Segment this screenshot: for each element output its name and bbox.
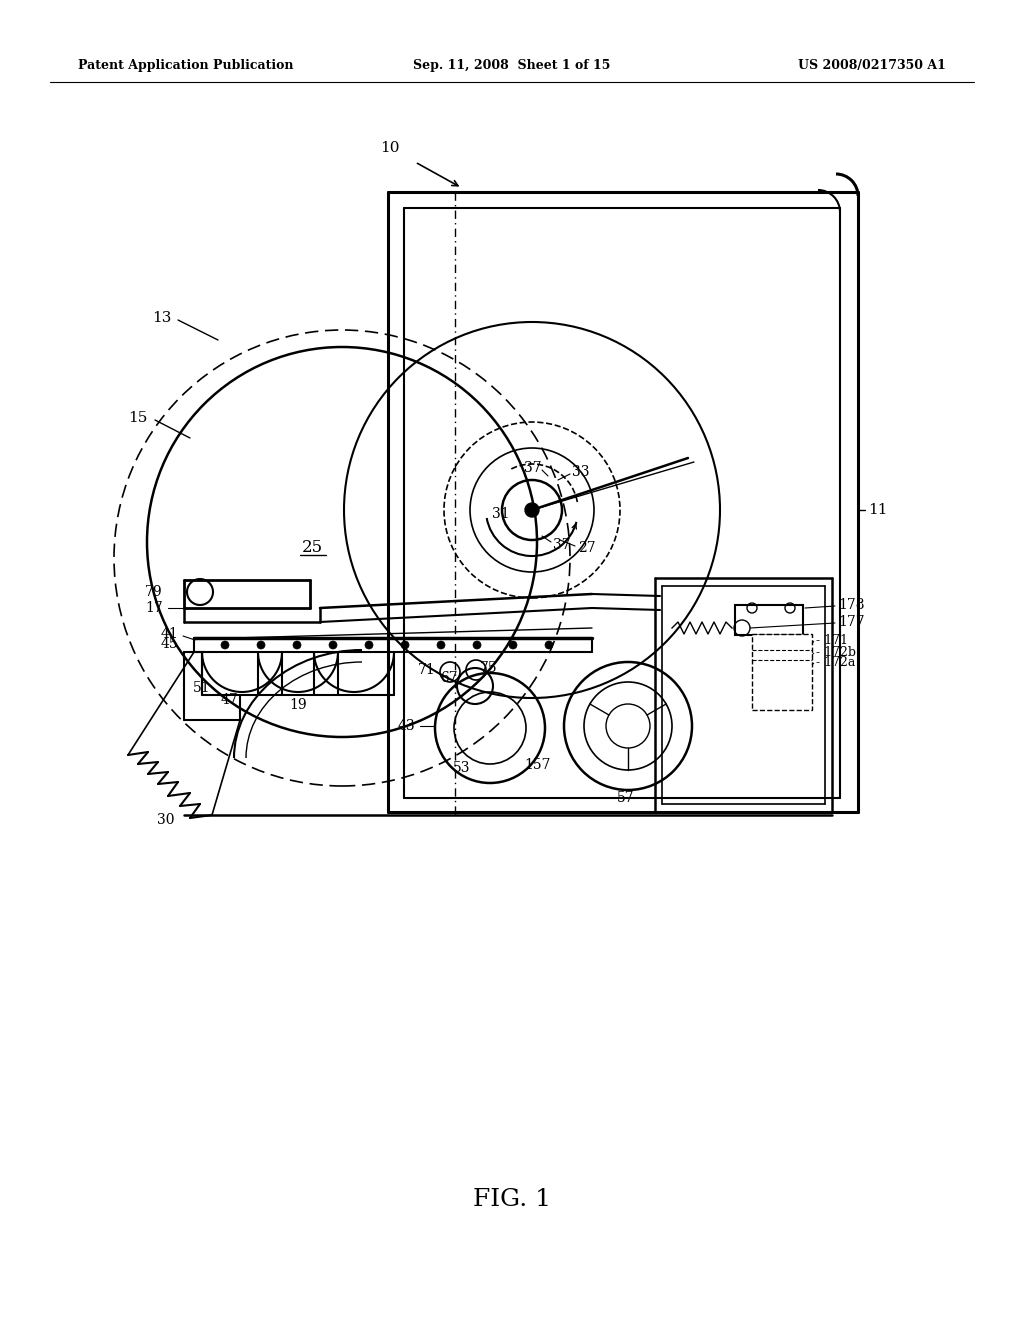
Circle shape <box>329 642 337 649</box>
Text: 57: 57 <box>617 791 635 805</box>
Circle shape <box>473 642 481 649</box>
Circle shape <box>525 503 539 517</box>
Text: 33: 33 <box>572 465 590 479</box>
Text: 37: 37 <box>553 539 570 552</box>
Text: 177: 177 <box>838 615 864 630</box>
Circle shape <box>365 642 373 649</box>
Text: 45: 45 <box>161 638 178 651</box>
Text: Sep. 11, 2008  Sheet 1 of 15: Sep. 11, 2008 Sheet 1 of 15 <box>414 58 610 71</box>
Text: 41: 41 <box>160 627 178 642</box>
Text: 30: 30 <box>158 813 175 828</box>
Text: 15: 15 <box>129 411 148 425</box>
Text: US 2008/0217350 A1: US 2008/0217350 A1 <box>798 58 946 71</box>
Circle shape <box>257 642 265 649</box>
Text: FIG. 1: FIG. 1 <box>473 1188 551 1212</box>
Text: 25: 25 <box>301 540 323 557</box>
Text: Patent Application Publication: Patent Application Publication <box>78 58 294 71</box>
Text: 11: 11 <box>868 503 888 517</box>
Text: 67: 67 <box>440 671 458 685</box>
Circle shape <box>221 642 229 649</box>
Text: 37: 37 <box>524 461 542 475</box>
FancyBboxPatch shape <box>752 634 812 710</box>
Text: 13: 13 <box>153 312 172 325</box>
Circle shape <box>509 642 517 649</box>
Circle shape <box>437 642 445 649</box>
Text: 43: 43 <box>397 719 415 733</box>
Text: 51: 51 <box>193 681 210 696</box>
Text: 71: 71 <box>418 663 436 677</box>
Text: 47: 47 <box>220 693 238 708</box>
Text: 27: 27 <box>578 541 596 554</box>
Text: 178: 178 <box>838 598 864 612</box>
Circle shape <box>293 642 301 649</box>
Text: - 172a: - 172a <box>816 656 855 668</box>
Text: 31: 31 <box>493 507 510 521</box>
Circle shape <box>545 642 553 649</box>
Text: 10: 10 <box>380 141 399 154</box>
Circle shape <box>401 642 409 649</box>
Text: 17: 17 <box>145 601 163 615</box>
Text: - 172b: - 172b <box>816 645 856 659</box>
Text: 75: 75 <box>480 661 498 675</box>
Text: 79: 79 <box>144 585 162 599</box>
Text: 19: 19 <box>289 698 307 711</box>
Text: - 171: - 171 <box>816 634 848 647</box>
Text: 53: 53 <box>454 762 471 775</box>
Text: 157: 157 <box>524 758 551 772</box>
FancyBboxPatch shape <box>735 605 803 635</box>
